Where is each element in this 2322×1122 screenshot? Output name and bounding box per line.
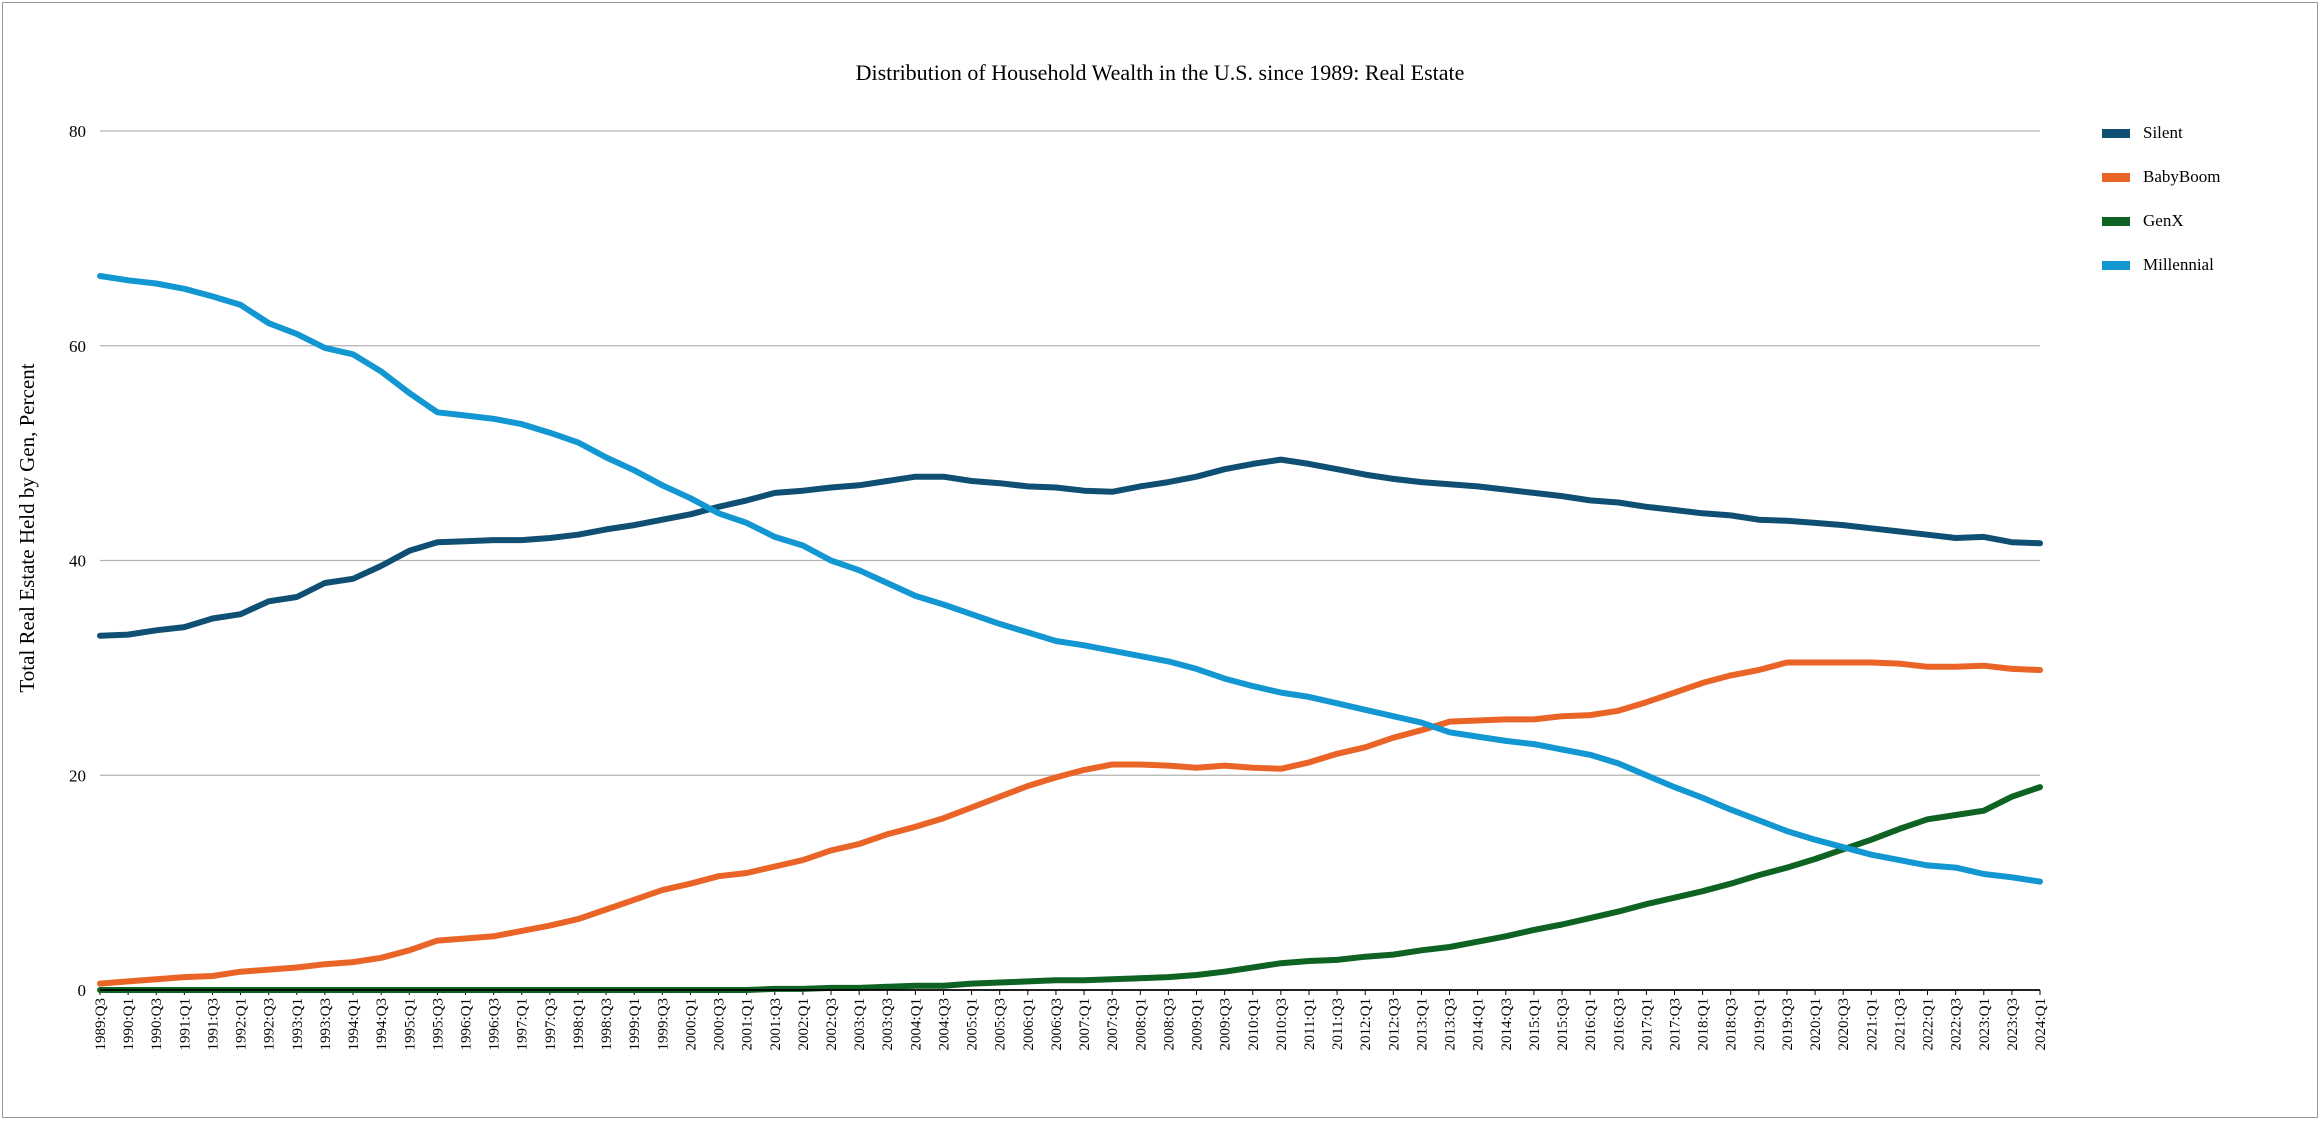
x-tick-label: 2008:Q1: [1133, 998, 1149, 1051]
x-tick-label: 2021:Q3: [1892, 998, 1908, 1051]
legend-label: GenX: [2143, 211, 2184, 230]
x-tick-label: 2003:Q3: [880, 998, 896, 1051]
chart-title: Distribution of Household Wealth in the …: [856, 60, 1465, 85]
x-tick-label: 2004:Q3: [936, 998, 952, 1051]
x-tick-label: 2001:Q3: [768, 998, 784, 1051]
x-tick-label: 2019:Q1: [1752, 998, 1768, 1051]
x-tick-label: 2017:Q1: [1639, 998, 1655, 1051]
x-tick-label: 2005:Q1: [965, 998, 981, 1051]
x-tick-label: 2011:Q3: [1330, 998, 1346, 1050]
x-tick-label: 1991:Q3: [205, 998, 221, 1051]
x-tick-label: 2013:Q1: [1414, 998, 1430, 1051]
legend-swatch: [2102, 261, 2130, 270]
x-tick-label: 2024:Q1: [2033, 998, 2049, 1051]
x-tick-label: 1990:Q1: [121, 998, 137, 1051]
x-tick-label: 2006:Q1: [1021, 998, 1037, 1051]
x-tick-label: 1999:Q3: [655, 998, 671, 1051]
x-tick-label: 2015:Q1: [1527, 998, 1543, 1051]
x-tick-label: 1995:Q3: [430, 998, 446, 1051]
x-tick-label: 2018:Q1: [1696, 998, 1712, 1051]
x-tick-label: 2020:Q1: [1808, 998, 1824, 1051]
x-tick-label: 2001:Q1: [740, 998, 756, 1051]
legend-label: Millennial: [2143, 255, 2214, 274]
x-tick-label: 2008:Q3: [1161, 998, 1177, 1051]
x-tick-label: 2007:Q3: [1105, 998, 1121, 1051]
x-tick-label: 2022:Q1: [1921, 998, 1937, 1051]
y-tick-label: 80: [69, 122, 86, 141]
series-line-babyboom: [97, 659, 2043, 987]
x-tick-label: 2012:Q3: [1386, 998, 1402, 1051]
x-tick-label: 1993:Q3: [318, 998, 334, 1051]
x-tick-label: 2009:Q3: [1218, 998, 1234, 1051]
x-tick-label: 2013:Q3: [1443, 998, 1459, 1051]
x-tick-label: 2014:Q1: [1471, 998, 1487, 1051]
x-tick-label: 2023:Q3: [2005, 998, 2021, 1051]
x-tick-label: 2000:Q1: [683, 998, 699, 1051]
x-tick-label: 2023:Q1: [1977, 998, 1993, 1051]
y-tick-label: 20: [69, 766, 86, 785]
y-tick-label: 60: [69, 337, 86, 356]
x-tick-label: 1991:Q1: [177, 998, 193, 1051]
x-tick-label: 1996:Q1: [459, 998, 475, 1051]
gridlines: [100, 130, 2040, 776]
x-tick-label: 2009:Q1: [1190, 998, 1206, 1051]
legend-swatch: [2102, 217, 2130, 226]
x-tick-label: 2020:Q3: [1836, 998, 1852, 1051]
x-tick-label: 2015:Q3: [1555, 998, 1571, 1051]
x-tick-label: 2016:Q3: [1611, 998, 1627, 1051]
legend-swatch: [2102, 129, 2130, 138]
x-tick-label: 2005:Q3: [993, 998, 1009, 1051]
x-tick-label: 1997:Q3: [543, 998, 559, 1051]
x-tick-label: 2010:Q1: [1246, 998, 1262, 1051]
x-tick-label: 1999:Q1: [627, 998, 643, 1051]
x-tick-label: 2014:Q3: [1499, 998, 1515, 1051]
x-tick-label: 1994:Q1: [346, 998, 362, 1051]
x-tick-label: 2011:Q1: [1302, 998, 1318, 1050]
legend-label: BabyBoom: [2143, 167, 2220, 186]
x-tick-label: 1996:Q3: [487, 998, 503, 1051]
x-tick-label: 2010:Q3: [1274, 998, 1290, 1051]
x-tick-label: 2012:Q1: [1358, 998, 1374, 1051]
x-tick-label: 2002:Q3: [824, 998, 840, 1051]
series-line-millennial: [97, 273, 2043, 885]
y-tick-label: 40: [69, 552, 86, 571]
series-line-silent: [97, 456, 2043, 639]
x-tick-label: 2007:Q1: [1077, 998, 1093, 1051]
y-tick-labels: 0 20 40 60 80: [69, 122, 86, 1000]
x-tick-label: 2000:Q3: [712, 998, 728, 1051]
x-tick-labels: 1989:Q3 1990:Q1 1990:Q3 1991:Q1 1991:Q3 1992:…: [93, 990, 2049, 1051]
x-tick-label: 2004:Q1: [908, 998, 924, 1051]
x-tick-label: 2017:Q3: [1667, 998, 1683, 1051]
x-tick-label: 2002:Q1: [796, 998, 812, 1051]
x-tick-label: 1995:Q1: [402, 998, 418, 1051]
x-tick-label: 1994:Q3: [374, 998, 390, 1051]
x-tick-label: 2022:Q3: [1949, 998, 1965, 1051]
x-tick-label: 1990:Q3: [149, 998, 165, 1051]
legend-swatch: [2102, 173, 2130, 182]
x-tick-label: 2006:Q3: [1049, 998, 1065, 1051]
y-axis-label: Total Real Estate Held by Gen, Percent: [15, 363, 39, 692]
legend-label: Silent: [2143, 123, 2183, 142]
x-tick-label: 1998:Q1: [571, 998, 587, 1051]
x-tick-label: 1992:Q3: [262, 998, 278, 1051]
x-tick-label: 1997:Q1: [515, 998, 531, 1051]
series-lines: [97, 273, 2043, 993]
x-tick-label: 2019:Q3: [1780, 998, 1796, 1051]
x-tick-label: 1992:Q1: [234, 998, 250, 1051]
x-tick-label: 1989:Q3: [93, 998, 109, 1051]
x-tick-label: 2021:Q1: [1864, 998, 1880, 1051]
x-tick-label: 2016:Q1: [1583, 998, 1599, 1051]
x-tick-label: 1993:Q1: [290, 998, 306, 1051]
legend: Silent BabyBoom GenX Millennial: [2102, 123, 2220, 274]
x-tick-label: 1998:Q3: [599, 998, 615, 1051]
x-tick-label: 2018:Q3: [1724, 998, 1740, 1051]
x-tick-label: 2003:Q1: [852, 998, 868, 1051]
y-tick-label: 0: [78, 981, 87, 1000]
